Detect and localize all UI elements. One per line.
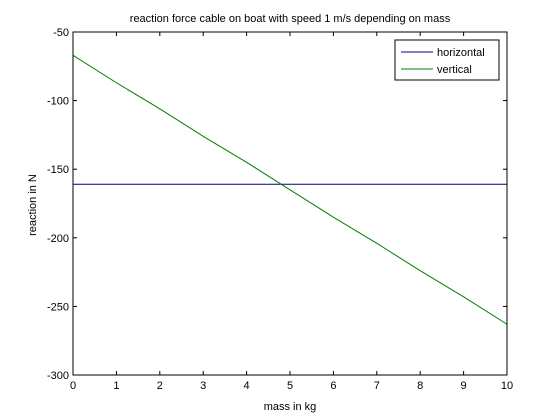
y-tick-label: -300 [47,370,69,382]
y-tick-label: -250 [47,301,69,313]
x-tick-label: 4 [244,380,250,392]
x-tick-label: 0 [70,380,76,392]
legend-label-vertical: vertical [437,64,472,76]
x-tick-label: 7 [374,380,380,392]
x-axis-label: mass in kg [264,401,317,413]
y-tick-label: -200 [47,233,69,245]
chart-title: reaction force cable on boat with speed … [130,13,451,25]
plot-area: 0 1 2 3 4 5 6 7 8 9 10 -300 -250 -200 -150 -100 -50 [47,27,513,392]
y-tick-label: -150 [47,164,69,176]
x-tick-label: 3 [200,380,206,392]
y-tick-label: -100 [47,96,69,108]
x-tick-label: 6 [330,380,336,392]
legend-label-horizontal: horizontal [437,47,485,59]
legend: horizontal vertical [394,39,500,81]
y-tick-label: -50 [53,27,69,39]
x-tick-label: 5 [287,380,293,392]
y-axis-label: reaction in N [27,174,39,236]
x-tick-label: 1 [113,380,119,392]
x-tick-label: 2 [157,380,163,392]
x-tick-label: 10 [501,380,513,392]
x-tick-label: 8 [417,380,423,392]
x-tick-label: 9 [461,380,467,392]
series-line-vertical [72,54,508,325]
legend-box [394,39,500,81]
